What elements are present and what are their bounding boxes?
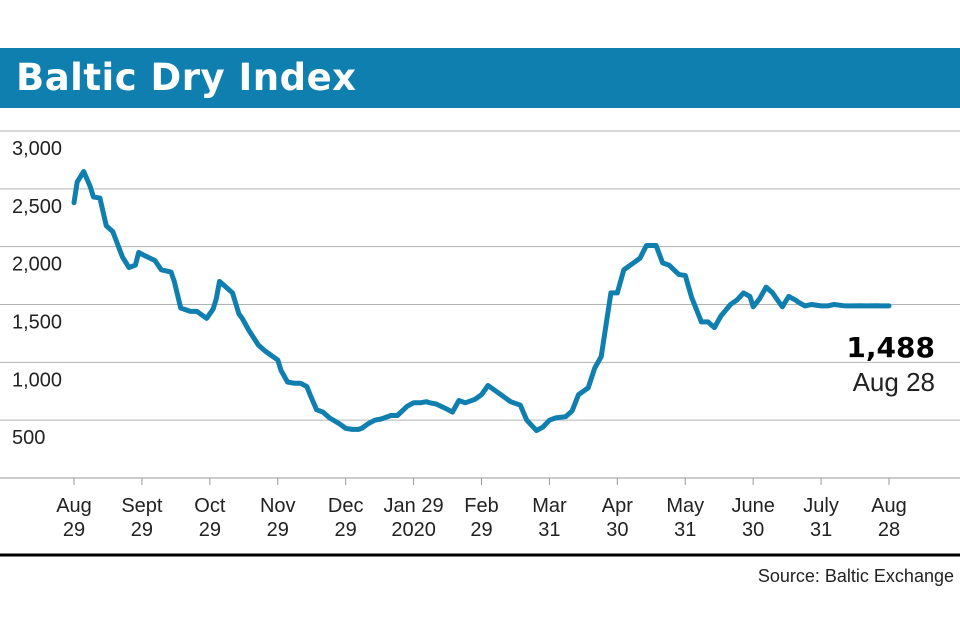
- x-tick-label-month: June: [731, 495, 774, 517]
- x-tick-label-month: Apr: [602, 495, 633, 517]
- y-tick-label: 1,000: [12, 369, 62, 391]
- x-tick-label-day: 2020: [391, 519, 436, 541]
- y-tick-label: 2,000: [12, 254, 62, 276]
- chart-title: Baltic Dry Index: [16, 56, 357, 99]
- x-tick-label-month: Dec: [328, 495, 364, 517]
- y-tick-label: 3,000: [12, 138, 62, 160]
- title-bar: Baltic Dry Index: [0, 48, 960, 108]
- source-note: Source: Baltic Exchange: [757, 566, 954, 586]
- x-tick-label-day: 29: [267, 519, 289, 541]
- x-tick-label-day: 30: [742, 519, 764, 541]
- x-tick-label-month: Aug: [56, 495, 92, 517]
- x-axis-ticks: [73, 478, 890, 485]
- y-tick-label: 1,500: [12, 312, 62, 334]
- grid-lines: [0, 130, 960, 421]
- x-tick-label-day: 29: [470, 519, 492, 541]
- x-tick-label-month: Sept: [121, 495, 163, 517]
- y-tick-label: 2,500: [12, 196, 62, 218]
- x-tick-label-day: 28: [878, 519, 900, 541]
- x-tick-label-day: 29: [199, 519, 221, 541]
- x-tick-label-month: Feb: [464, 495, 498, 517]
- x-tick-label-month: July: [803, 495, 839, 517]
- x-tick-label-day: 29: [131, 519, 153, 541]
- x-tick-label-day: 31: [538, 519, 560, 541]
- x-tick-label-day: 31: [810, 519, 832, 541]
- y-tick-label: 500: [12, 427, 45, 449]
- last-value-date: Aug 28: [853, 367, 935, 397]
- x-tick-label-month: May: [666, 495, 704, 517]
- x-tick-label-month: Oct: [194, 495, 226, 517]
- x-tick-label-month: Nov: [260, 495, 296, 517]
- x-tick-label-day: 31: [674, 519, 696, 541]
- y-axis-labels: 3,000 2,500 2,000 1,500 1,000 500: [12, 138, 62, 449]
- x-tick-label-month: Aug: [871, 495, 907, 517]
- last-value-label: 1,488: [846, 331, 935, 364]
- x-tick-label-month: Jan 29: [384, 495, 444, 517]
- x-tick-label-day: 30: [606, 519, 628, 541]
- x-tick-label-month: Mar: [532, 495, 567, 517]
- x-tick-label-day: 29: [335, 519, 357, 541]
- x-tick-label-day: 29: [63, 519, 85, 541]
- series-line: [71, 169, 892, 434]
